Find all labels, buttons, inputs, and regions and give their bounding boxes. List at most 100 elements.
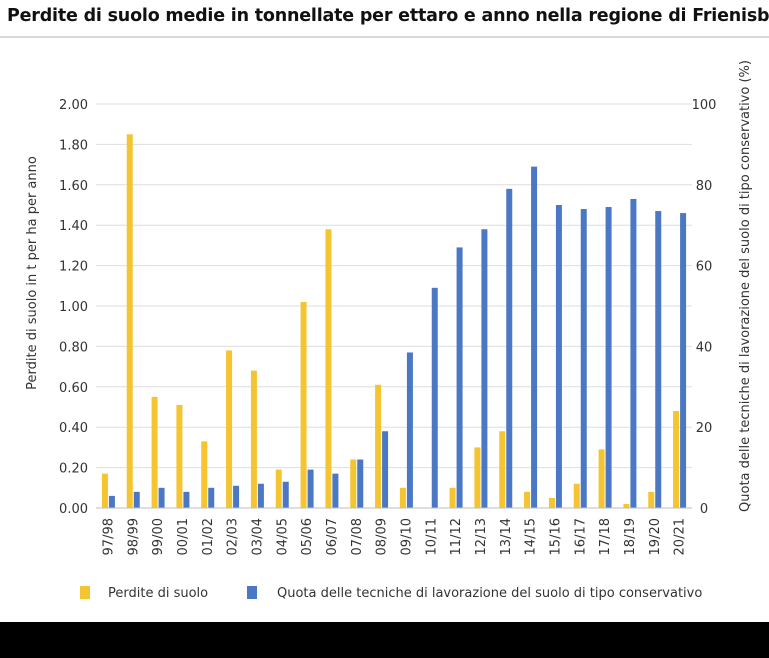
- left-axis-title: Perdite di suolo in t per ha per anno: [25, 156, 40, 390]
- bar-conservation-share: [655, 211, 662, 508]
- x-tick-label: 99/00: [151, 518, 166, 555]
- x-tick-label: 20/21: [673, 518, 688, 555]
- right-tick-label: 20: [696, 421, 713, 436]
- bar-conservation-share: [282, 481, 289, 508]
- right-axis-title: Quota delle tecniche di lavorazione del …: [738, 60, 753, 512]
- x-tick-label: 02/03: [226, 518, 241, 555]
- bar-conservation-share: [580, 209, 587, 509]
- bar-soil-loss: [573, 483, 580, 508]
- x-tick-label: 04/05: [275, 518, 290, 555]
- chart-card: Perdite di suolo medie in tonnellate per…: [0, 0, 769, 622]
- header-divider: [0, 36, 769, 38]
- legend-label-conservation-share: Quota delle tecniche di lavorazione del …: [277, 586, 702, 601]
- bar-conservation-share: [208, 487, 215, 508]
- bar-conservation-share: [431, 287, 438, 508]
- right-tick-label: 40: [696, 340, 713, 355]
- left-tick-label: 1.20: [59, 260, 88, 275]
- left-tick-label: 1.40: [59, 219, 88, 234]
- bar-conservation-share: [456, 247, 463, 509]
- bar-soil-loss: [101, 473, 108, 508]
- bar-conservation-share: [531, 166, 538, 508]
- chart-header: Perdite di suolo medie in tonnellate per…: [0, 0, 769, 38]
- bar-soil-loss: [176, 404, 183, 508]
- right-tick-label: 60: [696, 260, 713, 275]
- left-tick-label: 0.00: [59, 502, 88, 517]
- bar-soil-loss: [275, 469, 282, 508]
- bar-soil-loss: [524, 491, 531, 508]
- x-tick-label: 19/20: [648, 518, 663, 555]
- bar-soil-loss: [250, 370, 257, 508]
- bar-conservation-share: [332, 473, 339, 508]
- bar-soil-loss: [201, 441, 208, 508]
- bar-conservation-share: [233, 485, 240, 508]
- x-axis: 97/98 98/99 99/00 00/01 01/02 02/03 03/04 04/05…: [96, 507, 692, 555]
- bar-soil-loss: [623, 503, 630, 508]
- bar-conservation-share: [382, 431, 389, 508]
- bar-conservation-share: [108, 495, 115, 508]
- bar-soil-loss: [300, 301, 307, 508]
- bar-soil-loss: [673, 411, 680, 508]
- left-axis: 0.00 0.20 0.40 0.60 0.80 1.00 1.20 1.40 1.60 1.80…: [59, 98, 88, 517]
- bar-conservation-share: [307, 469, 314, 508]
- bar-conservation-share: [605, 207, 612, 508]
- chart-plot: 0.00 0.20 0.40 0.60 0.80 1.00 1.20 1.40 1.60 1.80…: [25, 60, 753, 601]
- bar-conservation-share: [183, 491, 190, 508]
- x-tick-label: 10/11: [424, 518, 439, 555]
- bar-conservation-share: [158, 487, 165, 508]
- x-tick-label: 08/09: [375, 518, 390, 555]
- right-tick-label: 100: [692, 98, 717, 113]
- bar-soil-loss: [598, 449, 605, 508]
- x-tick-label: 98/99: [126, 518, 141, 555]
- bar-soil-loss: [499, 431, 506, 508]
- bar-conservation-share: [481, 229, 488, 509]
- left-tick-label: 0.80: [59, 340, 88, 355]
- bar-soil-loss: [449, 487, 456, 508]
- left-tick-label: 0.20: [59, 462, 88, 477]
- x-tick-label: 16/17: [573, 518, 588, 555]
- x-tick-label: 18/19: [623, 518, 638, 555]
- legend: Perdite di suolo Quota delle tecniche di…: [80, 586, 702, 601]
- bar-soil-loss: [350, 459, 357, 508]
- x-tick-label: 05/06: [300, 518, 315, 555]
- bar-conservation-share: [257, 483, 264, 508]
- bar-conservation-share: [555, 205, 562, 508]
- x-tick-label: 07/08: [350, 518, 365, 555]
- bar-soil-loss: [325, 229, 332, 509]
- bar-conservation-share: [680, 213, 687, 508]
- x-tick-label: 97/98: [101, 518, 116, 555]
- gridlines: [96, 103, 692, 509]
- bar-conservation-share: [406, 352, 413, 508]
- bar-conservation-share: [506, 188, 513, 508]
- right-tick-label: 80: [696, 179, 713, 194]
- x-tick-label: 09/10: [399, 518, 414, 555]
- left-tick-label: 1.80: [59, 138, 88, 153]
- x-tick-label: 01/02: [201, 518, 216, 555]
- x-tick-label: 13/14: [499, 518, 514, 555]
- bars: [101, 134, 687, 509]
- legend-label-soil-loss: Perdite di suolo: [108, 586, 208, 601]
- chart-title: Perdite di suolo medie in tonnellate per…: [7, 6, 769, 26]
- x-tick-label: 12/13: [474, 518, 489, 555]
- bar-soil-loss: [399, 487, 406, 508]
- left-tick-label: 1.00: [59, 300, 88, 315]
- legend-swatch-soil-loss: [80, 586, 90, 599]
- x-tick-label: 11/12: [449, 518, 464, 555]
- x-tick-label: 17/18: [598, 518, 613, 555]
- x-tick-label: 00/01: [176, 518, 191, 555]
- bar-soil-loss: [226, 350, 233, 508]
- bar-soil-loss: [548, 497, 555, 508]
- left-tick-label: 0.60: [59, 381, 88, 396]
- left-tick-label: 2.00: [59, 98, 88, 113]
- bar-soil-loss: [648, 491, 655, 508]
- x-tick-label: 03/04: [250, 518, 265, 555]
- x-tick-label: 15/16: [548, 518, 563, 555]
- bar-soil-loss: [126, 134, 133, 509]
- x-tick-label: 06/07: [325, 518, 340, 555]
- right-tick-label: 0: [700, 502, 708, 517]
- bar-conservation-share: [630, 198, 637, 508]
- legend-swatch-conservation-share: [247, 586, 257, 599]
- left-tick-label: 1.60: [59, 179, 88, 194]
- left-tick-label: 0.40: [59, 421, 88, 436]
- x-tick-label: 14/15: [524, 518, 539, 555]
- right-axis: 0 20 40 60 80 100: [692, 98, 717, 517]
